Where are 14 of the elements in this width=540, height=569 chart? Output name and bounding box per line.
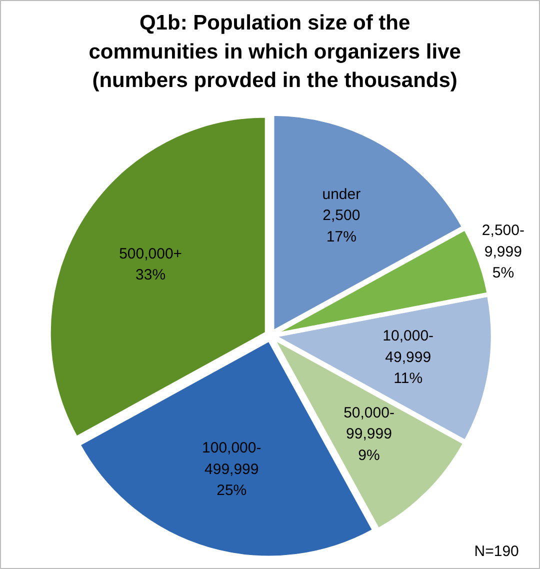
data-label: 11% <box>394 370 423 388</box>
chart-title: Q1b: Population size of the communities in which organizers live (numbers provded in the thousands) <box>88 12 461 92</box>
data-label: 9% <box>358 446 380 464</box>
text: N=190 <box>474 543 519 560</box>
data-label: 5% <box>492 264 514 282</box>
slice-label: 500,000+ <box>119 245 182 262</box>
slice-label: 50,000- 99,999 <box>344 404 394 443</box>
data-label: 25% <box>216 482 247 500</box>
data-label: 33% <box>136 266 166 284</box>
slice-label: under 2,500 <box>322 186 361 224</box>
slice-label: 10,000- 49,999 <box>382 328 434 366</box>
data-label: 17% <box>326 228 356 246</box>
slice-label: 100,000- 499,999 <box>202 440 262 478</box>
slice-label: 2,500- 9,999 <box>482 222 524 260</box>
